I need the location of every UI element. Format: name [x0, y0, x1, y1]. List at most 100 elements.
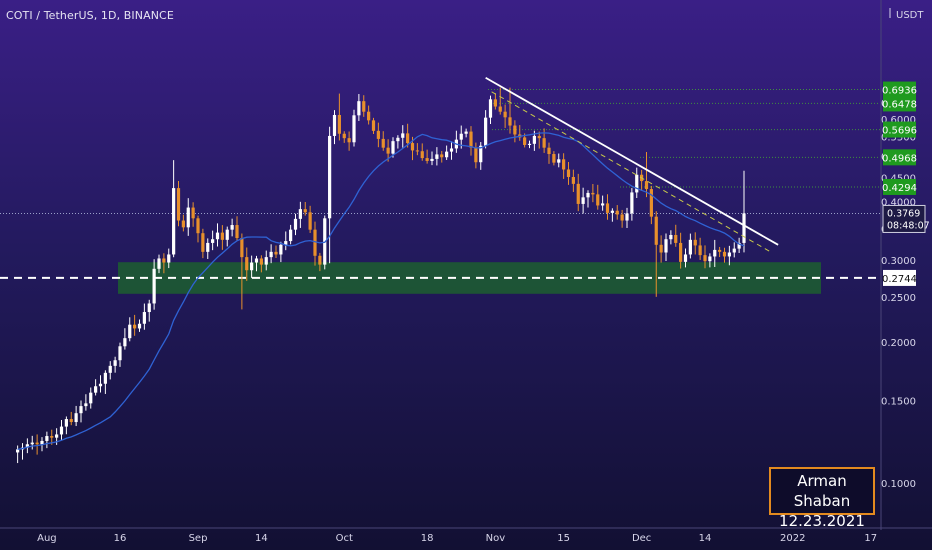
candle[interactable]	[181, 214, 185, 232]
candle[interactable]	[367, 105, 371, 125]
candle[interactable]	[386, 139, 390, 162]
candle[interactable]	[118, 342, 122, 367]
candle[interactable]	[201, 228, 205, 259]
candle[interactable]	[235, 216, 239, 241]
candle[interactable]	[381, 131, 385, 151]
candle[interactable]	[518, 125, 522, 141]
candle[interactable]	[79, 400, 83, 423]
candle[interactable]	[211, 230, 215, 251]
candle[interactable]	[425, 149, 429, 164]
candle[interactable]	[415, 143, 419, 156]
candle[interactable]	[89, 387, 93, 409]
candle[interactable]	[35, 434, 39, 455]
candle[interactable]	[640, 169, 644, 191]
candle[interactable]	[152, 259, 156, 310]
candle[interactable]	[527, 140, 532, 149]
candle[interactable]	[571, 169, 575, 192]
candle[interactable]	[610, 208, 614, 222]
candle[interactable]	[284, 231, 288, 251]
candle[interactable]	[693, 232, 697, 255]
candle[interactable]	[240, 233, 244, 310]
candle[interactable]	[498, 87, 502, 115]
candle[interactable]	[508, 87, 512, 134]
candle[interactable]	[703, 245, 707, 269]
candle[interactable]	[220, 225, 224, 250]
candle[interactable]	[147, 299, 151, 322]
candle[interactable]	[337, 93, 341, 141]
candle[interactable]	[396, 135, 400, 149]
candle[interactable]	[357, 94, 361, 121]
candle[interactable]	[713, 239, 717, 267]
candle[interactable]	[157, 254, 161, 274]
candle[interactable]	[196, 215, 200, 243]
candle[interactable]	[562, 153, 566, 179]
candle[interactable]	[206, 238, 210, 259]
candle[interactable]	[308, 205, 312, 233]
candle[interactable]	[289, 224, 293, 245]
candle[interactable]	[586, 190, 590, 208]
candle[interactable]	[371, 117, 376, 135]
candle[interactable]	[318, 252, 322, 272]
candle[interactable]	[727, 245, 731, 266]
candle[interactable]	[601, 195, 605, 211]
candle[interactable]	[225, 226, 229, 247]
candle[interactable]	[469, 126, 473, 156]
candle[interactable]	[74, 405, 78, 427]
candle[interactable]	[464, 128, 468, 138]
candle[interactable]	[328, 126, 332, 264]
candle[interactable]	[84, 394, 88, 411]
candle[interactable]	[279, 241, 283, 263]
candle[interactable]	[113, 356, 117, 373]
candle[interactable]	[298, 201, 302, 228]
candle[interactable]	[264, 250, 268, 271]
candle[interactable]	[542, 128, 546, 153]
candle[interactable]	[362, 95, 366, 117]
candle[interactable]	[259, 255, 263, 273]
candle[interactable]	[605, 194, 610, 220]
candle[interactable]	[649, 185, 653, 225]
candle[interactable]	[440, 150, 444, 163]
candle[interactable]	[342, 131, 346, 143]
candle[interactable]	[274, 245, 278, 258]
candle[interactable]	[406, 123, 410, 148]
candle[interactable]	[576, 173, 580, 212]
candle[interactable]	[293, 213, 298, 236]
candle[interactable]	[59, 420, 64, 441]
candle[interactable]	[64, 416, 68, 435]
candle[interactable]	[698, 237, 702, 260]
candle[interactable]	[732, 242, 736, 258]
candle[interactable]	[659, 235, 663, 263]
candle[interactable]	[493, 93, 497, 110]
candle[interactable]	[172, 160, 176, 258]
candle[interactable]	[537, 131, 541, 149]
candle[interactable]	[722, 247, 727, 263]
descending-trendline[interactable]	[485, 76, 779, 246]
candle[interactable]	[401, 125, 405, 148]
candle[interactable]	[303, 201, 307, 216]
candle[interactable]	[123, 328, 127, 350]
candle[interactable]	[449, 141, 454, 160]
candle[interactable]	[683, 248, 688, 268]
candle[interactable]	[162, 253, 166, 274]
candle[interactable]	[664, 233, 668, 262]
candle[interactable]	[474, 142, 478, 169]
candle[interactable]	[679, 232, 683, 269]
candle[interactable]	[644, 152, 649, 198]
candle[interactable]	[347, 131, 351, 151]
candle[interactable]	[742, 170, 746, 253]
candle[interactable]	[552, 151, 556, 166]
candle[interactable]	[488, 95, 493, 124]
candle[interactable]	[69, 411, 73, 426]
candle[interactable]	[513, 120, 517, 143]
candle[interactable]	[557, 153, 561, 168]
candle[interactable]	[133, 314, 137, 336]
candle[interactable]	[445, 145, 449, 160]
candle[interactable]	[435, 147, 439, 166]
candle[interactable]	[25, 438, 29, 454]
candle[interactable]	[215, 223, 220, 247]
candle[interactable]	[688, 233, 692, 259]
candle[interactable]	[718, 246, 722, 258]
candle[interactable]	[635, 167, 639, 198]
candle[interactable]	[128, 317, 132, 342]
